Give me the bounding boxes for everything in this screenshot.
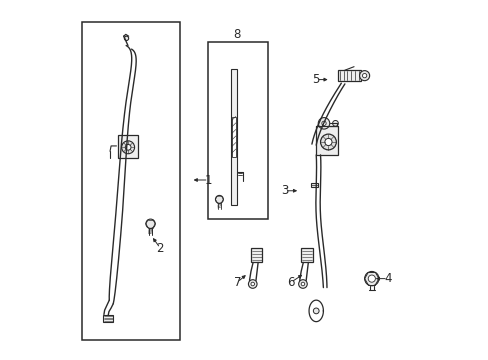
- Text: 4: 4: [384, 272, 391, 285]
- Circle shape: [313, 308, 319, 314]
- Bar: [337, 70, 360, 81]
- Bar: [301, 248, 312, 262]
- Circle shape: [248, 280, 257, 288]
- Text: 3: 3: [281, 184, 288, 197]
- Circle shape: [321, 121, 325, 126]
- Text: 5: 5: [312, 73, 319, 86]
- Bar: [316, 126, 338, 155]
- Circle shape: [320, 134, 336, 150]
- Text: 6: 6: [287, 276, 294, 289]
- Text: 2: 2: [156, 242, 163, 255]
- Bar: [82, 22, 180, 339]
- Circle shape: [301, 282, 304, 286]
- Circle shape: [332, 121, 338, 126]
- Text: 1: 1: [204, 174, 212, 186]
- Circle shape: [125, 144, 131, 150]
- Circle shape: [122, 141, 134, 154]
- Circle shape: [298, 280, 306, 288]
- Circle shape: [215, 195, 223, 203]
- Bar: [231, 117, 235, 157]
- Circle shape: [124, 36, 128, 41]
- Bar: [118, 135, 138, 158]
- Bar: [103, 315, 113, 321]
- Circle shape: [324, 138, 331, 145]
- Text: 8: 8: [233, 28, 241, 41]
- Circle shape: [359, 71, 369, 81]
- Bar: [207, 42, 267, 220]
- Bar: [230, 69, 236, 205]
- Text: 7: 7: [233, 276, 241, 289]
- Circle shape: [145, 219, 155, 228]
- Circle shape: [250, 282, 254, 286]
- Circle shape: [364, 271, 378, 286]
- Circle shape: [362, 73, 366, 78]
- Circle shape: [318, 118, 329, 129]
- Bar: [310, 183, 317, 187]
- Circle shape: [367, 275, 375, 282]
- Bar: [250, 248, 262, 262]
